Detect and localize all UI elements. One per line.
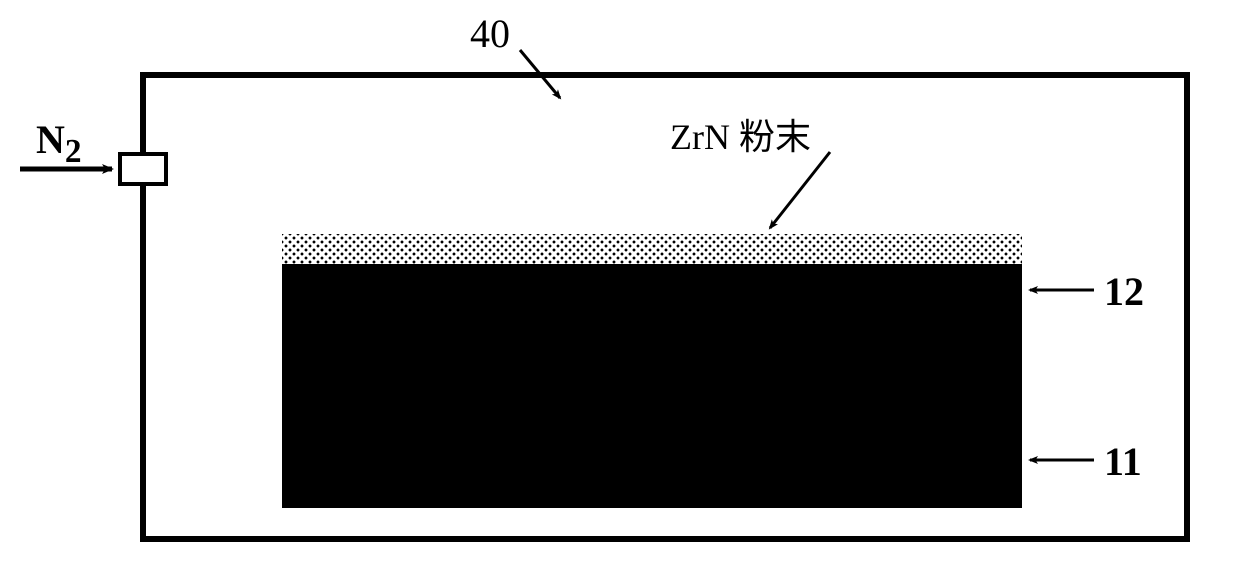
zrn-powder-label: ZrN 粉末 xyxy=(670,108,811,160)
diagram-canvas: N2 40 ZrN 粉末 12 11 xyxy=(0,0,1240,567)
powder-layer xyxy=(282,234,1022,264)
substrate-block xyxy=(282,264,1022,508)
ref-12-label: 12 xyxy=(1104,268,1144,315)
ref-40-label: 40 xyxy=(470,10,510,57)
n2-label: N2 xyxy=(36,116,82,171)
gas-inlet xyxy=(118,152,168,186)
ref-11-label: 11 xyxy=(1104,438,1142,485)
